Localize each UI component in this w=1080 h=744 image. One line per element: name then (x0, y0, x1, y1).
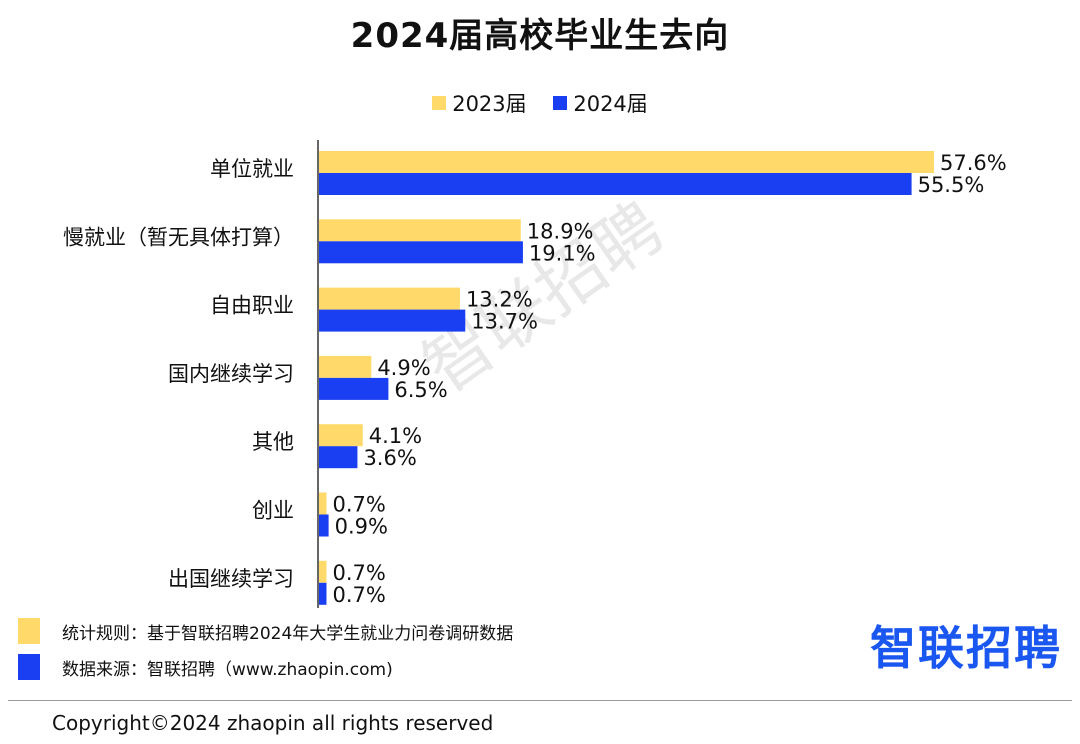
bar-2024 (319, 377, 389, 400)
category-label: 自由职业 (210, 294, 294, 318)
bar-2024 (319, 173, 912, 195)
bar-2024 (319, 582, 327, 605)
bar-2024 (319, 514, 329, 537)
bar-2023 (319, 492, 327, 515)
legend-swatch-2024 (553, 96, 568, 110)
note-rule-text: 统计规则：基于智联招聘2024年大学生就业力问卷调研数据 (62, 623, 514, 644)
data-label: 13.2% (466, 288, 533, 312)
copyright: Copyright©2024 zhaopin all rights reserv… (52, 711, 494, 735)
data-label: 19.1% (529, 241, 596, 265)
brand-logo: 智联招聘 (870, 621, 1062, 675)
note-source-swatch (18, 654, 40, 680)
data-label: 0.7% (332, 561, 385, 585)
bar-2023 (319, 219, 521, 242)
bar-chart: 单位就业 57.6%55.5% 慢就业（暂无具体打算） 18.9%19.1% 自由职业 1… (63, 140, 1007, 608)
data-label: 0.9% (335, 515, 388, 539)
data-label: 3.6% (363, 446, 416, 470)
legend-label-2024: 2024届 (573, 92, 648, 116)
data-label: 4.1% (369, 424, 422, 448)
data-label: 13.7% (471, 310, 538, 334)
legend-item-2024: 2024届 (553, 88, 648, 118)
data-label: 18.9% (527, 219, 594, 243)
bar-2023 (319, 355, 372, 378)
bar-2023 (319, 560, 327, 583)
data-label: 55.5% (918, 173, 985, 197)
bar-2023 (319, 287, 460, 310)
note-rule-swatch (18, 618, 40, 644)
note-rule: 统计规则：基于智联招聘2024年大学生就业力问卷调研数据 (18, 618, 513, 644)
data-label: 0.7% (332, 493, 385, 517)
category-label: 其他 (252, 430, 294, 454)
category-label: 出国继续学习 (168, 567, 294, 591)
chart-title: 2024届高校毕业生去向 (350, 16, 730, 56)
data-label: 0.7% (332, 583, 385, 607)
data-label: 57.6% (940, 151, 1007, 175)
data-label: 4.9% (377, 356, 430, 380)
footer-divider (8, 700, 1072, 701)
category-label: 单位就业 (210, 157, 294, 181)
bar-2024 (319, 309, 466, 332)
legend-swatch-2023 (432, 96, 447, 110)
category-label: 慢就业（暂无具体打算） (63, 225, 294, 249)
category-label: 国内继续学习 (168, 362, 294, 386)
legend: 2023届 2024届 (0, 88, 1080, 118)
bar-2024 (319, 241, 523, 264)
bar-2024 (319, 446, 358, 469)
data-label: 6.5% (394, 378, 447, 402)
note-source: 数据来源：智联招聘（www.zhaopin.com) (18, 654, 393, 680)
bar-2023 (319, 424, 363, 447)
bar-2023 (319, 151, 934, 173)
category-label: 创业 (252, 499, 294, 523)
note-source-text: 数据来源：智联招聘（www.zhaopin.com) (62, 659, 393, 680)
legend-item-2023: 2023届 (432, 88, 527, 118)
legend-label-2023: 2023届 (452, 92, 527, 116)
